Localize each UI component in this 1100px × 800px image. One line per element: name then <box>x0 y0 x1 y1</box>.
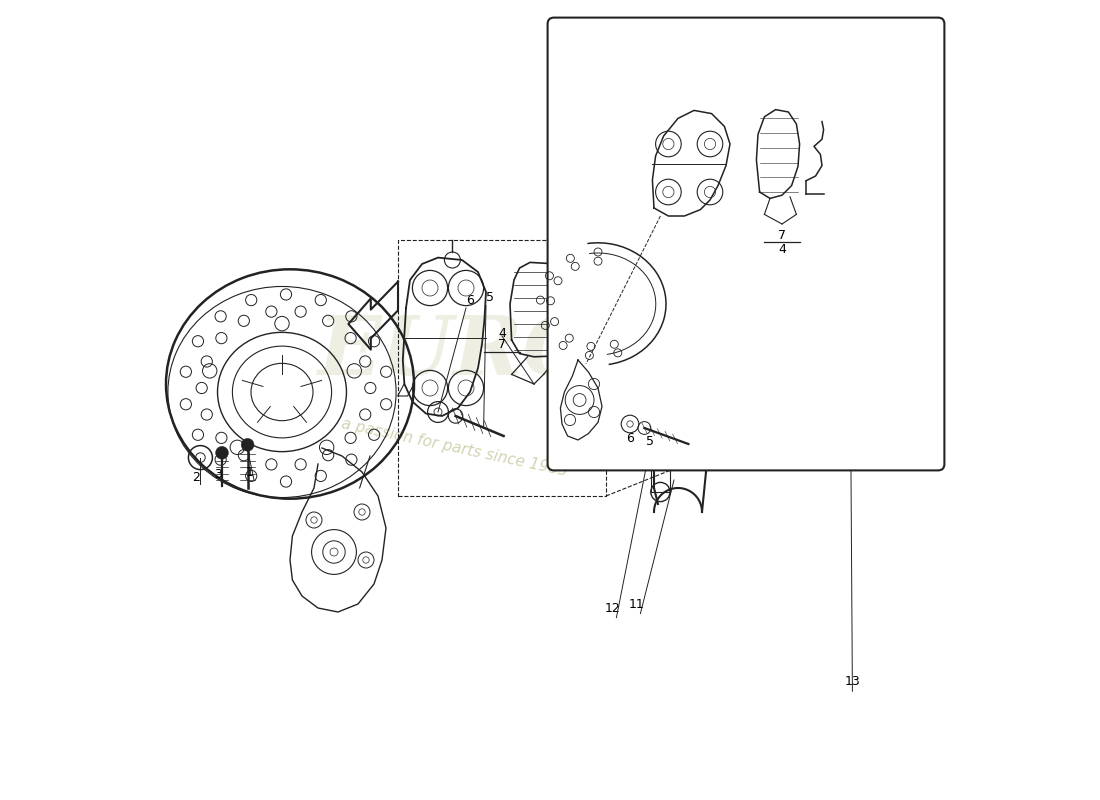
FancyBboxPatch shape <box>548 18 945 470</box>
Text: a passion for parts since 1985: a passion for parts since 1985 <box>340 417 569 479</box>
Text: 6: 6 <box>626 432 634 445</box>
Circle shape <box>241 438 254 451</box>
Text: 8: 8 <box>706 403 714 416</box>
Text: 1: 1 <box>246 466 254 478</box>
Text: 7: 7 <box>778 229 786 242</box>
Text: 2: 2 <box>192 471 200 484</box>
Text: 5: 5 <box>646 435 654 448</box>
Text: 11: 11 <box>628 598 645 610</box>
Text: 10: 10 <box>678 403 694 416</box>
Text: EUROPES: EUROPES <box>318 312 782 392</box>
Circle shape <box>216 446 229 459</box>
Text: 5: 5 <box>486 291 494 304</box>
Text: 9: 9 <box>756 403 763 416</box>
Text: 7: 7 <box>498 338 506 350</box>
Text: 4: 4 <box>778 243 785 256</box>
Text: 10: 10 <box>726 403 741 416</box>
Text: 4: 4 <box>498 327 506 340</box>
Text: 12: 12 <box>605 602 620 614</box>
Text: 3: 3 <box>214 468 222 481</box>
Text: 6: 6 <box>466 294 474 306</box>
Text: 13: 13 <box>845 675 860 688</box>
